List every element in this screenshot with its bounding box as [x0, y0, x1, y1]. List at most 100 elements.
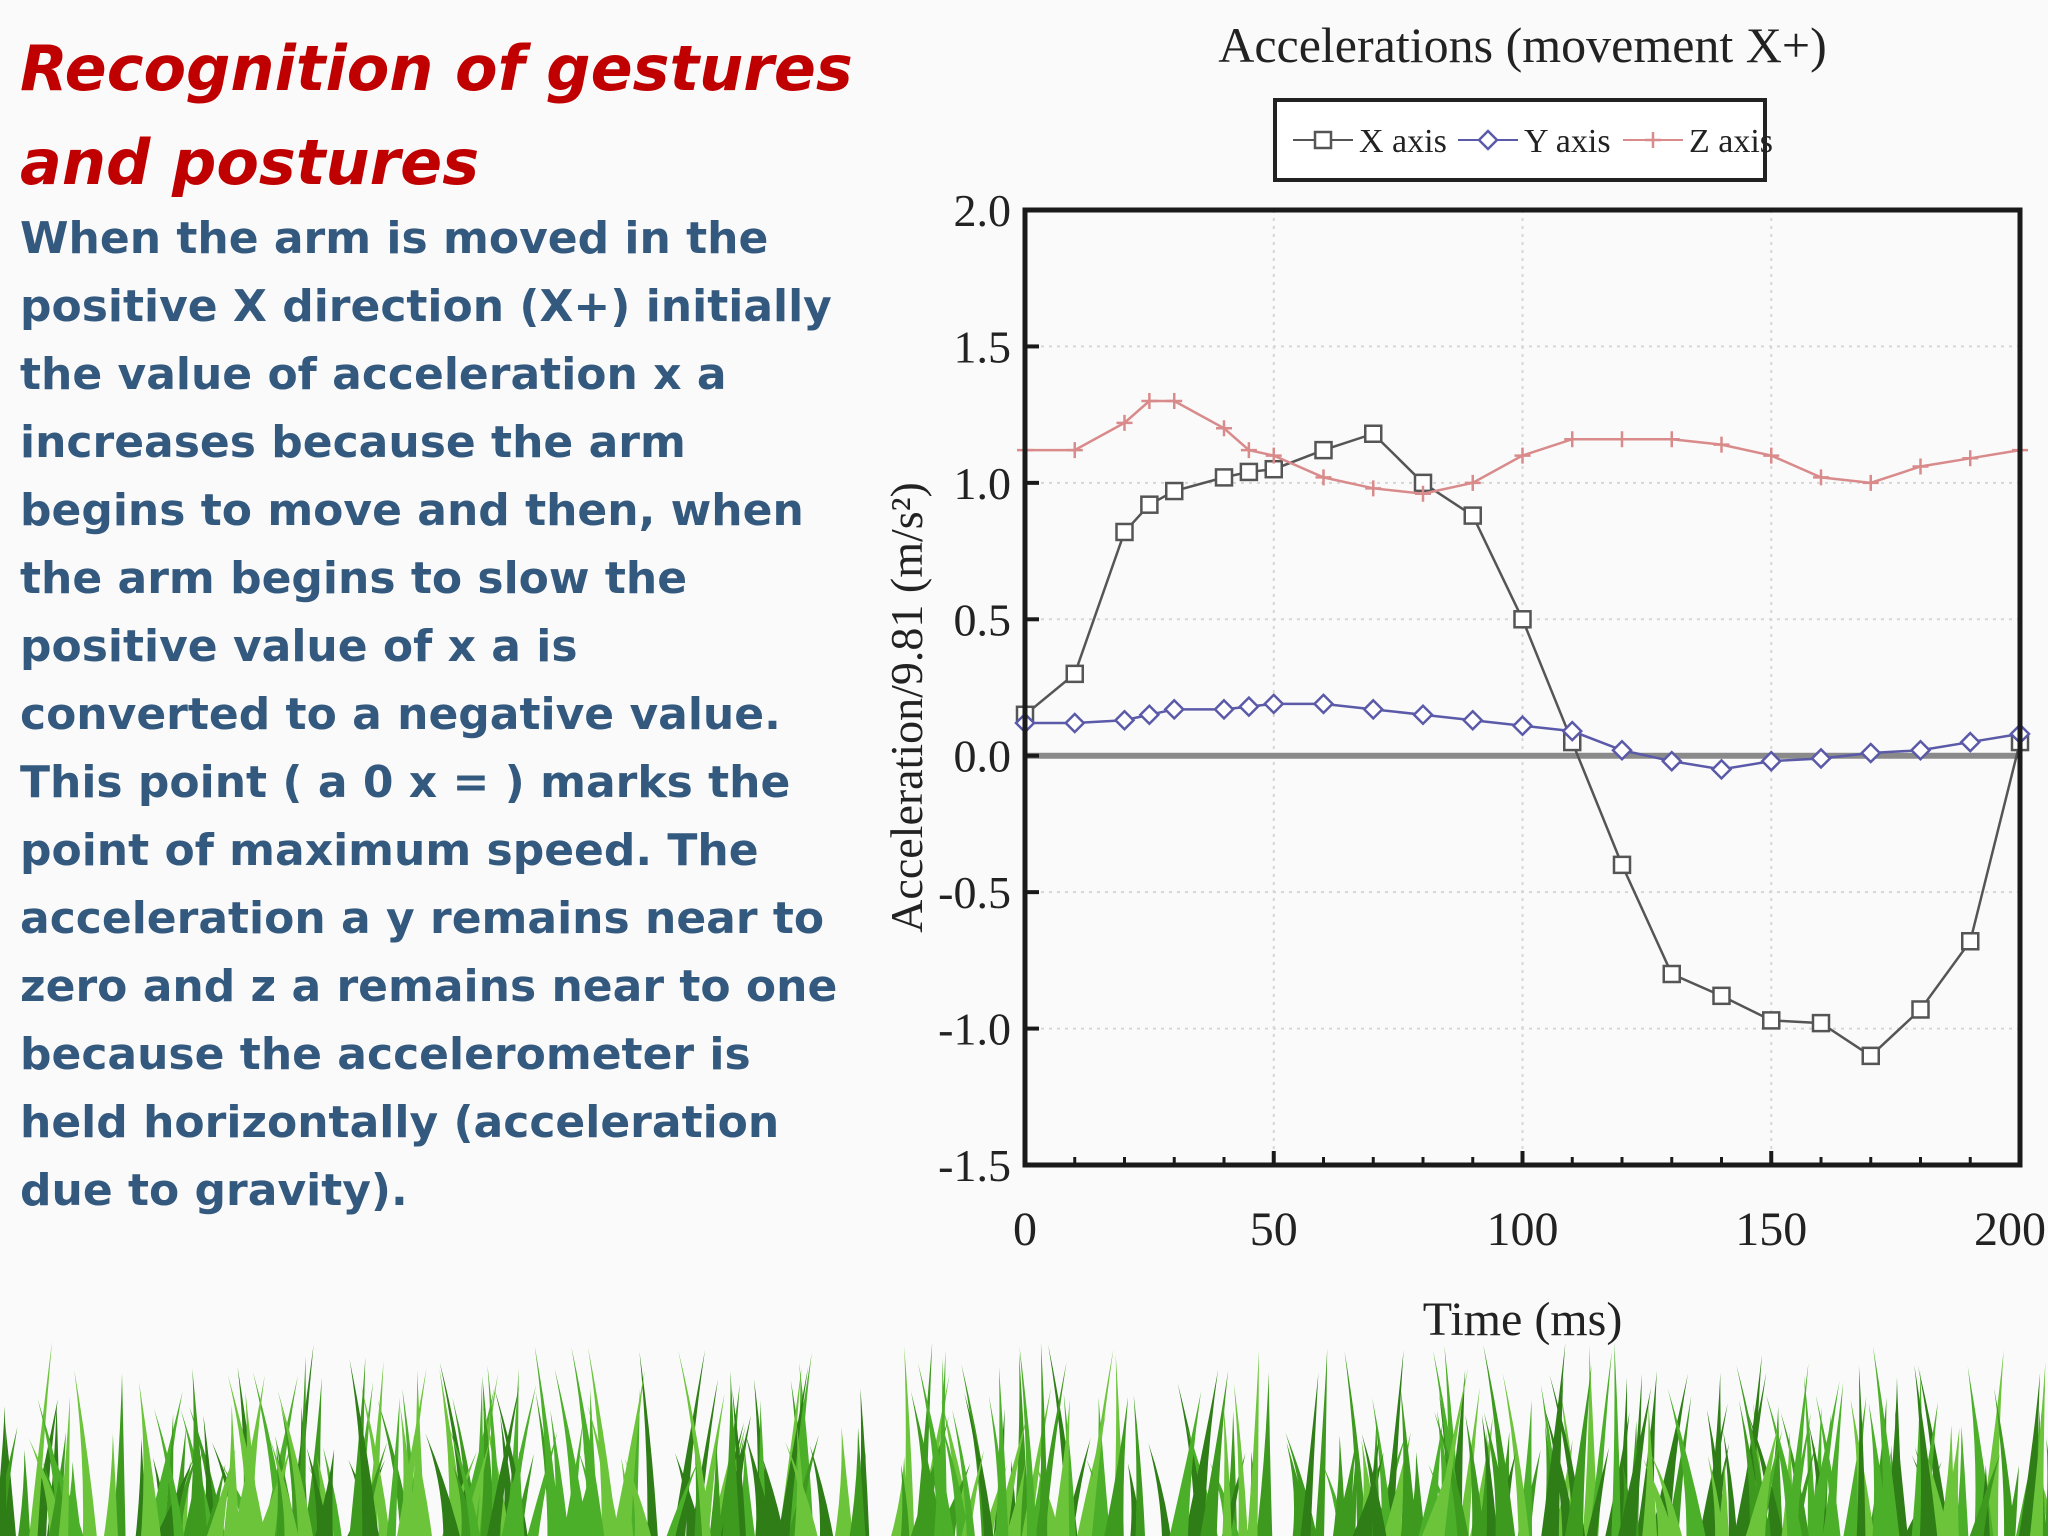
grass-blade [903, 1346, 915, 1536]
series-1-point-12 [1463, 506, 1482, 525]
series-1-point-22 [1961, 932, 1980, 951]
grass-decoration [0, 1340, 2048, 1536]
legend-box [1273, 98, 1767, 182]
grass-blade [527, 1432, 558, 1536]
series-2-point-17 [1710, 758, 1733, 781]
grass-blade [936, 1463, 971, 1536]
grass-blade [1699, 1403, 1728, 1536]
grass-blade [1052, 1399, 1070, 1536]
acceleration-chart: Accelerations (movement X+) X axis Y axis… [860, 0, 2048, 1390]
grass-blade [1445, 1369, 1466, 1536]
x-axis-label: Time (ms) [1423, 1293, 1623, 1346]
grass-blade [1481, 1414, 1498, 1536]
grass-image [0, 1341, 2048, 1536]
chart-axes: 2.0 1.5 1.0 0.5 0.0 -0.5 -1.0 -1.50 50 100 150 200 [938, 185, 2046, 1256]
series-2-point-15 [1611, 739, 1633, 762]
grass-blade [1372, 1398, 1393, 1536]
grass-blade [1247, 1350, 1259, 1536]
grass-blade [778, 1366, 809, 1536]
grass-blade [18, 1449, 31, 1536]
y-tick-label-2: 1.5 [954, 321, 1012, 372]
grass-blade [1806, 1381, 1840, 1536]
series-2-point-20 [1859, 742, 1882, 764]
grass-blade [571, 1347, 605, 1536]
grass-blade [29, 1341, 53, 1536]
grass-blade [413, 1435, 432, 1536]
series-1-point-5 [1165, 481, 1184, 501]
series-1-point-10 [1364, 424, 1383, 443]
legend-label-1: X axis [1359, 123, 1447, 160]
grass-blade [58, 1396, 70, 1536]
grass-blade [1383, 1431, 1411, 1536]
chart-title: Accelerations (movement X+) [1218, 17, 1827, 73]
grass-blade [397, 1368, 427, 1536]
series-1-point-4 [1140, 495, 1159, 514]
grass-blade [1465, 1414, 1485, 1536]
y-tick-label-6: -0.5 [938, 867, 1011, 918]
plot-frame [1022, 207, 2023, 1168]
grass-blade [257, 1443, 293, 1536]
grass-blade [262, 1375, 298, 1536]
series-1-point-13 [1513, 610, 1532, 629]
grass-blade [242, 1391, 261, 1536]
grass-blade [678, 1350, 711, 1536]
grass-blade [1421, 1454, 1454, 1536]
grass-blade [1565, 1364, 1592, 1536]
grass-blade [583, 1388, 599, 1536]
grass-blade [1344, 1351, 1367, 1536]
grass-blade [1148, 1442, 1171, 1536]
series-3-point-9 [1315, 469, 1332, 486]
series-2-point-5 [1163, 698, 1186, 721]
grass-blade [2029, 1362, 2046, 1536]
series-3-point-7 [1240, 442, 1257, 459]
grass-blade [1005, 1462, 1026, 1536]
series-2-point-4 [1138, 704, 1161, 726]
grass-blade [1618, 1387, 1652, 1536]
series-3-point-21 [1912, 458, 1929, 475]
grass-blade [425, 1433, 460, 1536]
grass-blade [571, 1465, 593, 1536]
series-3-point-4 [1141, 393, 1158, 409]
grass-blade [1483, 1411, 1513, 1536]
grass-blade [487, 1384, 520, 1536]
grass-blade [672, 1349, 706, 1536]
grass-blade [206, 1449, 236, 1536]
grass-blade [1035, 1362, 1067, 1536]
series-2-point-12 [1461, 709, 1484, 732]
grass-blade [1013, 1352, 1030, 1536]
grass-blade [1104, 1396, 1129, 1536]
y-axis-label: Acceleration/9.81 (m/s²) [881, 482, 932, 933]
series-2-point-7 [1238, 695, 1260, 718]
slide-title-line1: Recognition of gestures [20, 32, 853, 105]
grass-blade [1222, 1404, 1232, 1536]
series-2-point-3 [1113, 709, 1136, 732]
grass-blade [1256, 1372, 1273, 1536]
series-2-point-9 [1312, 693, 1335, 715]
grass-blade [964, 1392, 994, 1536]
grass-blade [1914, 1364, 1938, 1536]
grass-blade [722, 1370, 740, 1536]
grass-blade [834, 1426, 853, 1536]
y-tick-label-8: -1.5 [938, 1140, 1011, 1191]
series-3-point-2 [1066, 442, 1083, 459]
grass-blade [1939, 1424, 1956, 1536]
grass-blade [1979, 1350, 2004, 1536]
grass-blade [1169, 1390, 1202, 1536]
grass-blade [204, 1464, 226, 1536]
series-3-point-13 [1514, 447, 1531, 464]
grass-blade [910, 1391, 944, 1536]
series-3-point-17 [1713, 436, 1730, 453]
slide-title-line2: and postures [20, 126, 480, 199]
grass-blade [1019, 1346, 1037, 1536]
grass-blade [1586, 1447, 1609, 1536]
grass-blade [0, 1406, 7, 1536]
grass-blade [507, 1450, 525, 1536]
legend-marker-1 [1313, 130, 1333, 150]
grass-blade [1544, 1406, 1577, 1536]
grass-blade [365, 1361, 384, 1536]
grass-blade [900, 1464, 910, 1536]
series-3-point-14 [1564, 431, 1581, 448]
grass-blade [223, 1404, 240, 1536]
grass-blade [849, 1427, 866, 1536]
grass-blade [1745, 1422, 1780, 1536]
